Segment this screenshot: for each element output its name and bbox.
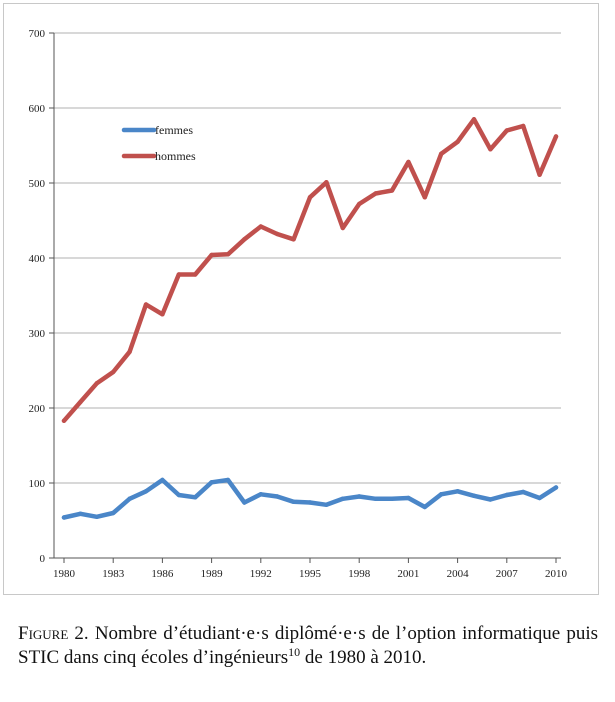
data-point-hommes — [504, 128, 509, 133]
x-tick-label: 2010 — [545, 568, 568, 580]
data-point-femmes — [471, 493, 477, 498]
caption-text: Nombre d’étudiant·e·s diplômé·e·s de l’o… — [18, 623, 599, 668]
data-point-femmes — [193, 495, 198, 500]
x-tick-label: 1986 — [151, 568, 174, 580]
chart-frame: 0 100 200 300 400 500 600 700 1980 1983 1986 1989 1… — [3, 3, 599, 595]
data-point-hommes — [193, 272, 198, 277]
x-tick-label: 2004 — [447, 568, 470, 580]
data-point-hommes — [422, 195, 427, 200]
data-point-femmes — [111, 510, 116, 516]
data-point-hommes — [537, 172, 542, 177]
data-point-femmes — [176, 492, 181, 498]
series-line-femmes — [61, 477, 559, 520]
data-point-femmes — [357, 494, 362, 499]
data-point-hommes — [78, 399, 83, 405]
series-lines — [61, 117, 559, 520]
legend-label-femmes: femmes — [155, 123, 193, 137]
data-point-hommes — [406, 159, 411, 165]
x-tick-label: 2001 — [397, 568, 419, 580]
y-tick-label: 600 — [29, 103, 46, 115]
x-tick-label: 1989 — [201, 568, 224, 580]
data-point-femmes — [521, 489, 526, 495]
data-point-femmes — [504, 492, 509, 498]
y-axis-ticks: 0 100 200 300 400 500 600 700 — [29, 28, 54, 565]
data-point-hommes — [242, 237, 247, 242]
y-tick-label: 300 — [29, 328, 46, 340]
legend-label-hommes: hommes — [155, 149, 196, 163]
data-point-hommes — [160, 312, 165, 317]
x-tick-label: 1992 — [250, 568, 272, 580]
axes — [53, 33, 561, 559]
data-point-hommes — [127, 349, 132, 354]
data-point-femmes — [537, 495, 542, 501]
data-point-femmes — [78, 511, 83, 516]
data-point-femmes — [291, 499, 296, 504]
data-point-hommes — [143, 302, 149, 307]
data-point-hommes — [61, 418, 67, 423]
data-point-femmes — [242, 500, 247, 505]
data-point-femmes — [61, 515, 67, 520]
data-point-femmes — [94, 514, 100, 519]
data-point-femmes — [324, 502, 329, 507]
x-tick-label: 1980 — [53, 568, 76, 580]
data-point-femmes — [439, 492, 444, 497]
figure-caption: Figure 2. Nombre d’étudiant·e·s diplômé·… — [18, 622, 598, 670]
data-point-hommes — [373, 191, 378, 196]
x-tick-label: 2007 — [496, 568, 519, 580]
data-point-femmes — [143, 489, 149, 494]
data-point-hommes — [111, 369, 116, 375]
grid-lines — [54, 32, 561, 484]
data-point-hommes — [209, 252, 214, 258]
data-point-hommes — [488, 147, 493, 152]
data-point-hommes — [275, 231, 280, 237]
data-point-femmes — [275, 494, 280, 499]
data-point-hommes — [389, 188, 395, 193]
data-point-hommes — [258, 224, 263, 229]
data-point-femmes — [373, 496, 378, 501]
data-point-femmes — [406, 495, 411, 501]
data-point-hommes — [553, 134, 559, 139]
data-point-hommes — [324, 180, 329, 185]
data-point-femmes — [258, 492, 263, 497]
y-tick-label: 400 — [29, 253, 46, 265]
x-tick-label: 1983 — [102, 568, 125, 580]
data-point-femmes — [127, 496, 132, 501]
data-point-femmes — [209, 480, 214, 485]
y-tick-label: 200 — [29, 403, 46, 415]
series-line-hommes — [61, 117, 559, 424]
data-point-hommes — [94, 381, 100, 386]
data-point-hommes — [455, 139, 460, 144]
data-point-hommes — [521, 123, 526, 129]
y-tick-label: 100 — [29, 478, 46, 490]
data-point-hommes — [357, 201, 362, 207]
data-point-femmes — [160, 477, 165, 483]
y-tick-label: 500 — [29, 178, 46, 190]
data-point-hommes — [307, 195, 313, 200]
legend: femmes hommes — [121, 123, 196, 163]
y-tick-label: 0 — [40, 553, 46, 565]
data-point-hommes — [340, 225, 345, 231]
data-point-femmes — [422, 504, 427, 510]
data-point-femmes — [225, 477, 231, 483]
data-point-femmes — [340, 496, 345, 501]
data-point-femmes — [553, 485, 559, 490]
data-point-hommes — [225, 252, 231, 257]
data-point-femmes — [488, 497, 493, 502]
data-point-hommes — [291, 237, 296, 242]
x-tick-label: 1998 — [348, 568, 371, 580]
data-point-femmes — [307, 500, 313, 505]
data-point-femmes — [389, 496, 395, 501]
x-tick-label: 1995 — [299, 568, 322, 580]
data-point-hommes — [439, 151, 444, 156]
x-axis-ticks: 1980 1983 1986 1989 1992 1995 1998 2001 2004 2007… — [53, 558, 568, 580]
caption-tail: de 1980 à 2010. — [304, 647, 427, 668]
caption-label: Figure 2. — [18, 623, 89, 644]
caption-footnote: 10 — [288, 645, 301, 659]
data-point-hommes — [176, 272, 181, 277]
y-tick-label: 700 — [29, 28, 46, 40]
data-point-hommes — [471, 117, 477, 122]
data-point-femmes — [455, 489, 460, 494]
